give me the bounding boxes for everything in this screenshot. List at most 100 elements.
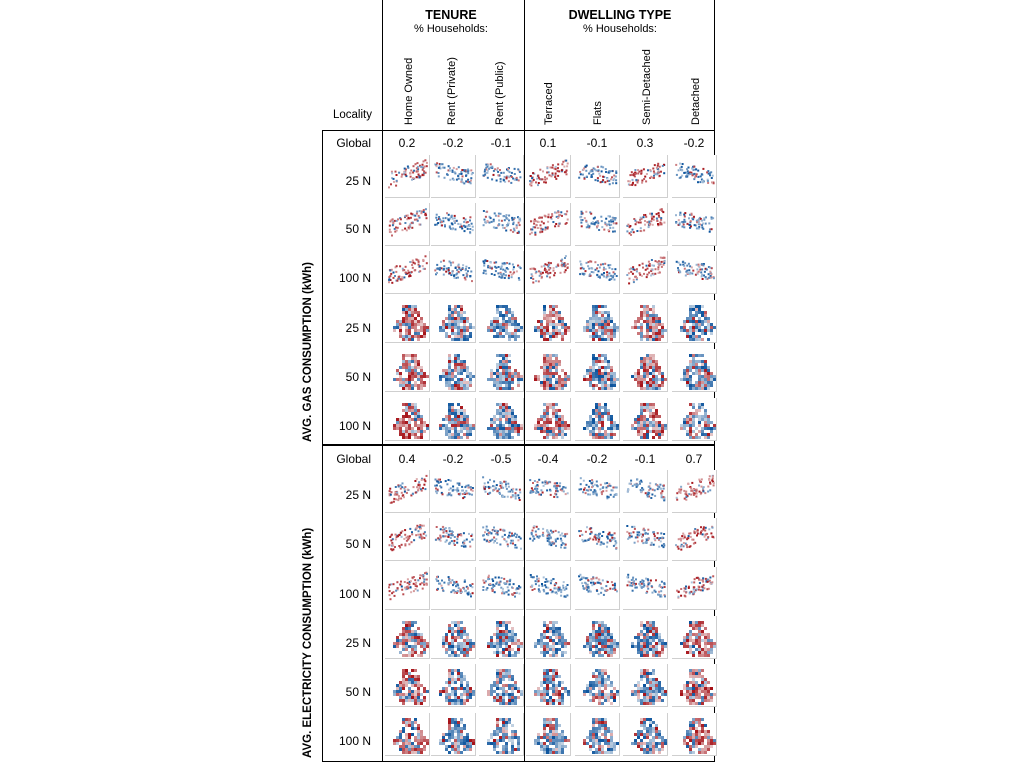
elec-map-thumbnail: [623, 616, 668, 659]
gas-map-thumbnail: [623, 300, 668, 343]
elec-map-thumbnail: [526, 713, 571, 756]
map-thumbnail: [439, 354, 475, 390]
elec-scatter-thumbnail: [526, 567, 571, 610]
elec-map-thumbnail: [672, 713, 717, 756]
map-thumbnail: [393, 669, 429, 705]
scatter-thumbnail: [578, 164, 618, 186]
elec-map-thumbnail: [479, 713, 524, 756]
elec-map-thumbnail: [431, 713, 476, 756]
map-thumbnail: [487, 669, 523, 705]
scatter-thumbnail: [626, 525, 666, 549]
scatter-thumbnail: [434, 525, 474, 548]
scatter-thumbnail: [578, 526, 618, 550]
gas-map-thumbnail: [479, 300, 524, 343]
map-thumbnail: [442, 621, 475, 657]
global-value-gas-detached: -0.2: [683, 136, 705, 150]
elec-map-thumbnail: [623, 664, 668, 707]
row-label-elec-map-100n: 100 N: [338, 734, 371, 748]
elec-map-thumbnail: [672, 616, 717, 659]
scatter-thumbnail: [676, 575, 715, 599]
elec-scatter-thumbnail: [623, 470, 668, 513]
global-value-elec-terraced: -0.4: [537, 452, 559, 466]
elec-map-thumbnail: [623, 713, 668, 756]
scatter-thumbnail: [388, 159, 428, 189]
scatter-thumbnail: [529, 210, 569, 236]
elec-scatter-thumbnail: [431, 470, 476, 513]
gas-scatter-thumbnail: [385, 203, 430, 246]
gas-scatter-thumbnail: [479, 203, 524, 246]
elec-scatter-thumbnail: [431, 567, 476, 610]
column-label-semi-detached: Semi-Detached: [641, 49, 653, 125]
elec-scatter-thumbnail: [623, 567, 668, 610]
elec-scatter-thumbnail: [479, 518, 524, 561]
scatter-thumbnail: [434, 259, 473, 283]
column-label-flats: Flats: [592, 101, 604, 125]
map-thumbnail: [534, 305, 570, 341]
gas-map-thumbnail: [623, 398, 668, 441]
gas-scatter-thumbnail: [385, 155, 430, 198]
scatter-thumbnail: [675, 525, 715, 551]
map-thumbnail: [631, 718, 667, 754]
column-label-rent-public: Rent (Public): [494, 61, 506, 125]
scatter-thumbnail: [579, 210, 618, 233]
elec-scatter-thumbnail: [672, 518, 717, 561]
gas-map-thumbnail: [385, 398, 430, 441]
elec-scatter-thumbnail: [575, 567, 620, 610]
scatter-thumbnail: [626, 208, 666, 236]
scatter-thumbnail: [529, 255, 569, 284]
column-label-detached: Detached: [690, 77, 702, 125]
gas-map-thumbnail: [575, 349, 620, 392]
map-thumbnail: [583, 621, 619, 657]
global-value-gas-terraced: 0.1: [539, 136, 557, 150]
scatter-thumbnail: [626, 573, 666, 598]
scatter-thumbnail: [626, 478, 666, 502]
row-label-elec-map-25n: 25 N: [345, 636, 371, 650]
scatter-thumbnail: [388, 571, 428, 601]
gas-map-thumbnail: [385, 349, 430, 392]
gas-scatter-thumbnail: [575, 203, 620, 246]
map-thumbnail: [583, 718, 619, 754]
map-thumbnail: [393, 718, 429, 754]
row-label-gas-map-50n: 50 N: [345, 370, 371, 384]
gas-scatter-thumbnail: [479, 155, 524, 198]
row-label-gas-scatter-50n: 50 N: [345, 222, 371, 236]
gas-scatter-thumbnail: [526, 155, 571, 198]
map-thumbnail: [631, 354, 667, 390]
elec-map-thumbnail: [526, 664, 571, 707]
map-thumbnail: [393, 621, 429, 657]
map-thumbnail: [487, 354, 523, 390]
scatter-thumbnail: [482, 210, 522, 234]
gas-map-thumbnail: [479, 349, 524, 392]
divider-tenure-dwelling: [524, 0, 525, 762]
row-label-elec-scatter-50n: 50 N: [345, 537, 371, 551]
map-thumbnail: [439, 718, 475, 754]
gas-map-thumbnail: [431, 349, 476, 392]
gas-map-thumbnail: [575, 300, 620, 343]
map-thumbnail: [393, 403, 429, 439]
map-thumbnail: [534, 354, 570, 390]
gas-map-thumbnail: [672, 398, 717, 441]
divider-sections: [322, 444, 715, 446]
map-thumbnail: [534, 718, 570, 754]
row-label-elec-map-50n: 50 N: [345, 685, 371, 699]
locality-header: Locality: [333, 109, 372, 121]
global-value-gas-home-owned: 0.2: [398, 136, 416, 150]
gas-scatter-thumbnail: [479, 251, 524, 294]
gas-scatter-thumbnail: [672, 155, 717, 198]
gas-map-thumbnail: [575, 398, 620, 441]
map-thumbnail: [680, 354, 716, 390]
row-label-elec-scatter-100n: 100 N: [338, 587, 371, 601]
gas-map-thumbnail: [526, 300, 571, 343]
scatter-thumbnail: [482, 476, 522, 501]
global-value-gas-flats: -0.1: [586, 136, 608, 150]
scatter-thumbnail: [578, 477, 618, 500]
gas-scatter-thumbnail: [431, 251, 476, 294]
elec-scatter-thumbnail: [526, 470, 571, 513]
elec-scatter-thumbnail: [526, 518, 571, 561]
scatter-thumbnail: [675, 162, 715, 185]
scatter-thumbnail: [435, 575, 474, 598]
scatter-thumbnail: [626, 256, 666, 285]
group-title-dwelling: DWELLING TYPE: [568, 8, 672, 22]
map-thumbnail: [680, 403, 716, 439]
gas-map-thumbnail: [526, 398, 571, 441]
